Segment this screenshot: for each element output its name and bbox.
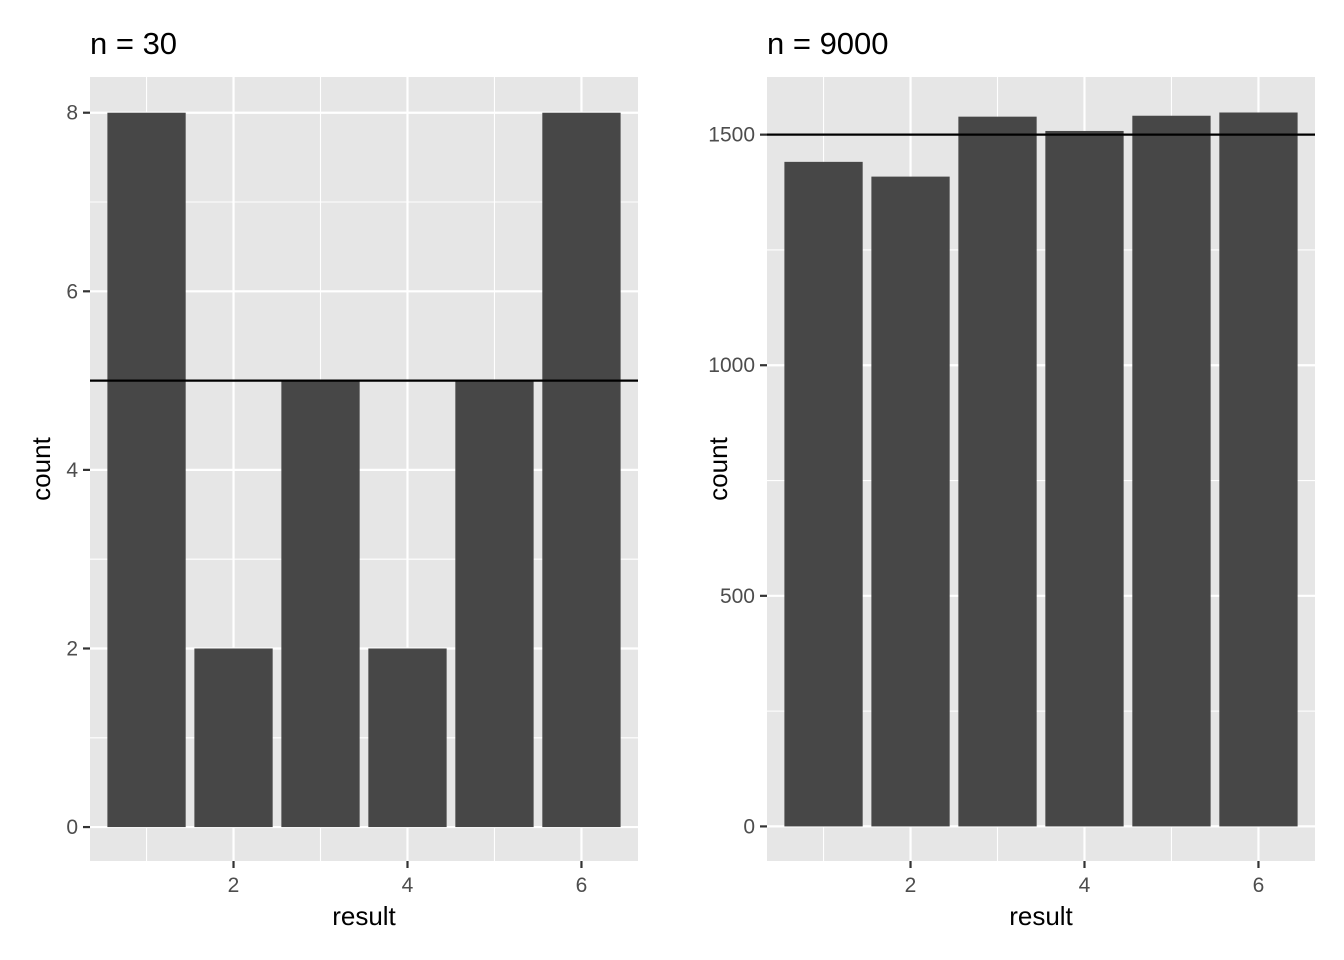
y-tick-label: 4 xyxy=(66,459,78,482)
y-tick-label: 0 xyxy=(66,816,78,839)
x-tick-label: 6 xyxy=(576,874,588,897)
y-tick-label: 1000 xyxy=(708,354,755,377)
chart-n9000: 0 500 1000 1500 2 4 6 result count n = 9000 xyxy=(703,26,1315,931)
chart-title: n = 9000 xyxy=(767,26,889,61)
bar-4 xyxy=(1045,130,1124,827)
bar-2 xyxy=(871,176,950,827)
bar-2 xyxy=(194,648,273,828)
bar-4 xyxy=(368,648,447,828)
bar-1 xyxy=(107,112,186,828)
y-tick-label: 6 xyxy=(66,280,78,303)
bar-1 xyxy=(784,161,863,827)
bar-6 xyxy=(542,112,621,828)
chart-title: n = 30 xyxy=(90,26,177,61)
x-tick-label: 4 xyxy=(402,874,414,897)
x-axis-title: result xyxy=(332,901,396,931)
y-axis-title: count xyxy=(703,436,733,500)
x-tick-label: 6 xyxy=(1253,874,1265,897)
bar-5 xyxy=(455,380,534,828)
y-tick-label: 500 xyxy=(720,585,755,608)
y-axis-title: count xyxy=(26,436,56,500)
x-tick-label: 2 xyxy=(228,874,240,897)
x-tick-label: 2 xyxy=(905,874,917,897)
x-axis-title: result xyxy=(1009,901,1073,931)
bar-6 xyxy=(1219,112,1298,827)
y-tick-label: 2 xyxy=(66,637,78,660)
x-tick-label: 4 xyxy=(1079,874,1091,897)
bar-3 xyxy=(281,380,360,828)
y-tick-label: 1500 xyxy=(708,124,755,147)
bar-5 xyxy=(1132,115,1211,827)
y-tick-label: 0 xyxy=(743,815,755,838)
bar-3 xyxy=(958,116,1037,827)
chart-n30: 0 2 4 6 8 2 4 6 result count n = 30 xyxy=(26,26,638,931)
y-tick-label: 8 xyxy=(66,102,78,125)
